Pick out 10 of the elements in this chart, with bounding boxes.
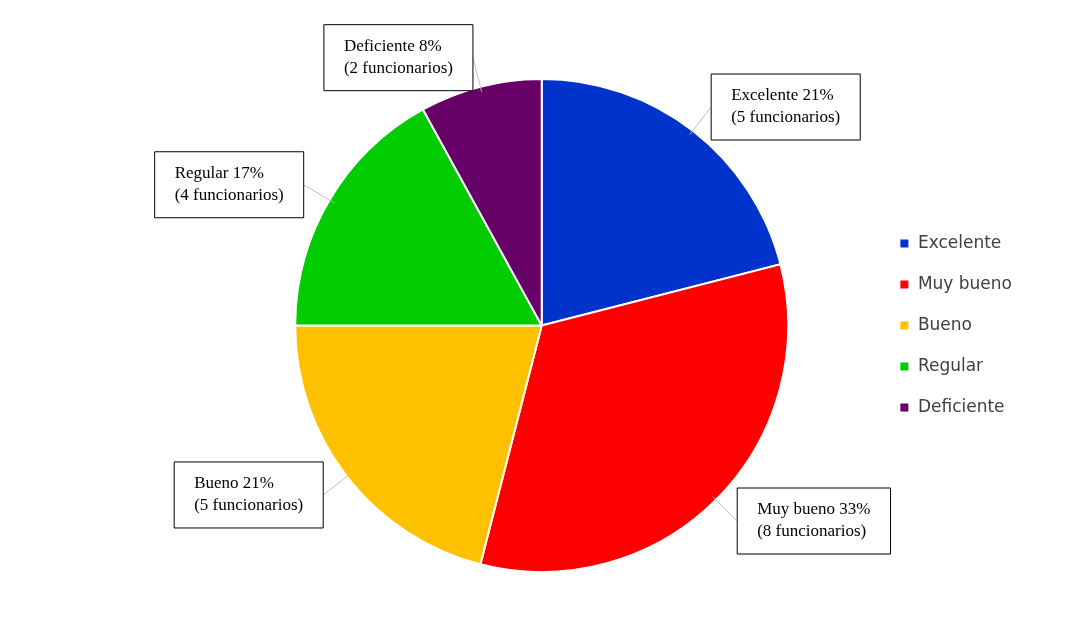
data-label: Bueno 21% (5 funcionarios) xyxy=(194,473,304,515)
data-label: Excelente 21% (5 funcionarios) xyxy=(731,85,841,127)
legend-label: Deficiente xyxy=(917,395,1005,416)
data-label: Regular 17% (4 funcionarios) xyxy=(174,163,284,205)
data-label: Muy bueno 33% (8 funcionarios) xyxy=(757,499,871,541)
legend-label: Bueno xyxy=(917,313,972,334)
data-label: Deficiente 8% (2 funcionarios) xyxy=(343,36,453,78)
legend-label: Excelente xyxy=(917,231,1002,252)
legend-label: Regular xyxy=(917,354,984,375)
legend-label: Muy bueno xyxy=(917,272,1012,293)
